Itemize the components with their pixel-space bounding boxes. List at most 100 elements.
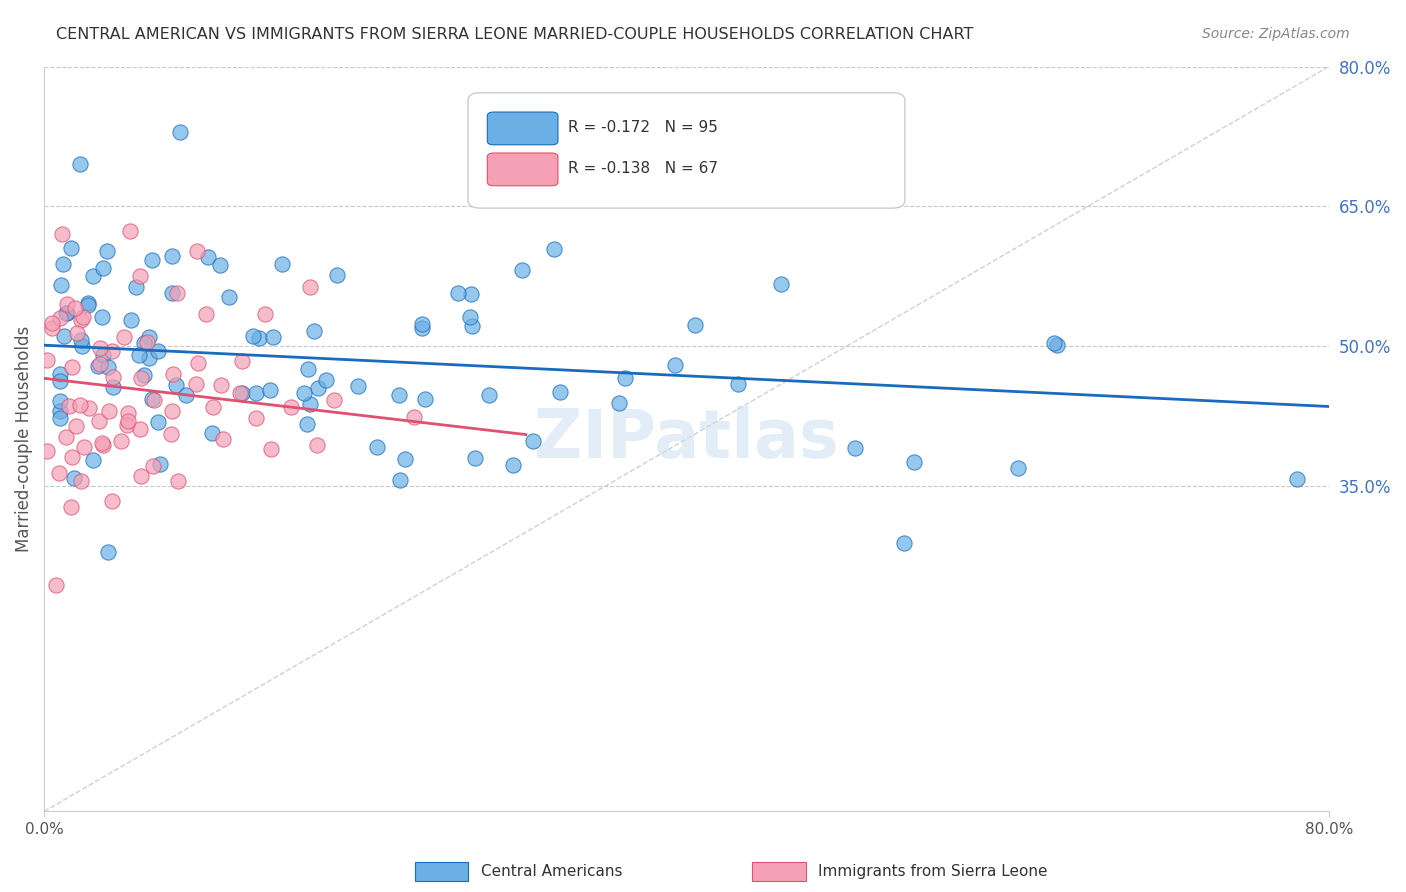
Point [141,458,163,473]
Point [91,261,114,276]
Point [59,241,82,255]
Point [259,383,281,397]
Point [404,410,426,425]
Point [89,341,111,355]
Point [49,367,72,381]
Point [844,441,866,455]
Point [160,426,183,441]
Point [307,381,329,395]
Text: R = -0.172   N = 95: R = -0.172 N = 95 [568,120,718,136]
Point [101,379,124,393]
Point [1285,473,1308,487]
Point [49,410,72,425]
Point [510,262,533,277]
Point [70,313,93,327]
Point [117,417,139,432]
Point [229,386,252,401]
Point [37,443,59,458]
Point [128,422,150,436]
Point [69,398,91,412]
Point [141,392,163,407]
Point [110,434,132,449]
Point [100,494,122,508]
Point [184,376,207,391]
Point [149,458,172,472]
Point [201,426,224,441]
Point [903,455,925,469]
Text: ZIPatlas: ZIPatlas [534,406,839,472]
Point [326,268,349,282]
Point [60,359,83,374]
Point [45,578,67,592]
Point [55,430,77,444]
Point [201,401,224,415]
Point [413,392,436,407]
Point [146,415,169,429]
Point [49,311,72,326]
Point [63,470,86,484]
Point [271,257,294,271]
Point [128,348,150,362]
Point [87,414,110,428]
Point [77,298,100,312]
Point [543,242,565,256]
FancyBboxPatch shape [468,93,905,208]
Point [41,316,63,330]
Text: R = -0.138   N = 67: R = -0.138 N = 67 [568,161,718,176]
Point [245,410,267,425]
Point [166,474,188,488]
Point [124,280,146,294]
Point [195,307,218,321]
Point [166,286,188,301]
Point [52,329,75,343]
Text: CENTRAL AMERICAN VS IMMIGRANTS FROM SIERRA LEONE MARRIED-COUPLE HOUSEHOLDS CORRE: CENTRAL AMERICAN VS IMMIGRANTS FROM SIER… [56,27,973,42]
Point [101,370,124,384]
Point [253,307,276,321]
Point [262,330,284,344]
Point [138,351,160,365]
Point [461,318,484,333]
Point [72,310,94,324]
Point [218,290,240,304]
Point [63,301,86,316]
Point [97,359,120,374]
Point [131,371,153,385]
Point [70,475,93,489]
Point [162,249,184,263]
Point [96,244,118,258]
Point [209,258,232,272]
Point [460,287,482,301]
Point [231,386,253,401]
Point [464,450,486,465]
Point [299,280,322,294]
Point [89,357,111,371]
Point [315,373,337,387]
Point [160,285,183,300]
Point [131,469,153,483]
Point [59,500,82,514]
Point [55,306,77,320]
Point [69,157,91,171]
Point [49,404,72,418]
Point [614,371,637,385]
Point [411,321,433,335]
FancyBboxPatch shape [488,153,558,186]
Point [98,404,121,418]
Point [769,277,792,291]
Point [446,286,468,301]
Point [245,386,267,401]
Point [91,438,114,452]
Point [120,224,142,238]
Point [141,252,163,267]
Point [893,536,915,550]
Point [298,397,321,411]
Point [502,458,524,472]
Point [51,227,73,242]
Point [91,310,114,324]
Point [347,379,370,393]
Point [388,388,411,402]
Point [297,361,319,376]
Point [146,344,169,359]
Point [82,269,104,284]
Point [727,377,749,392]
